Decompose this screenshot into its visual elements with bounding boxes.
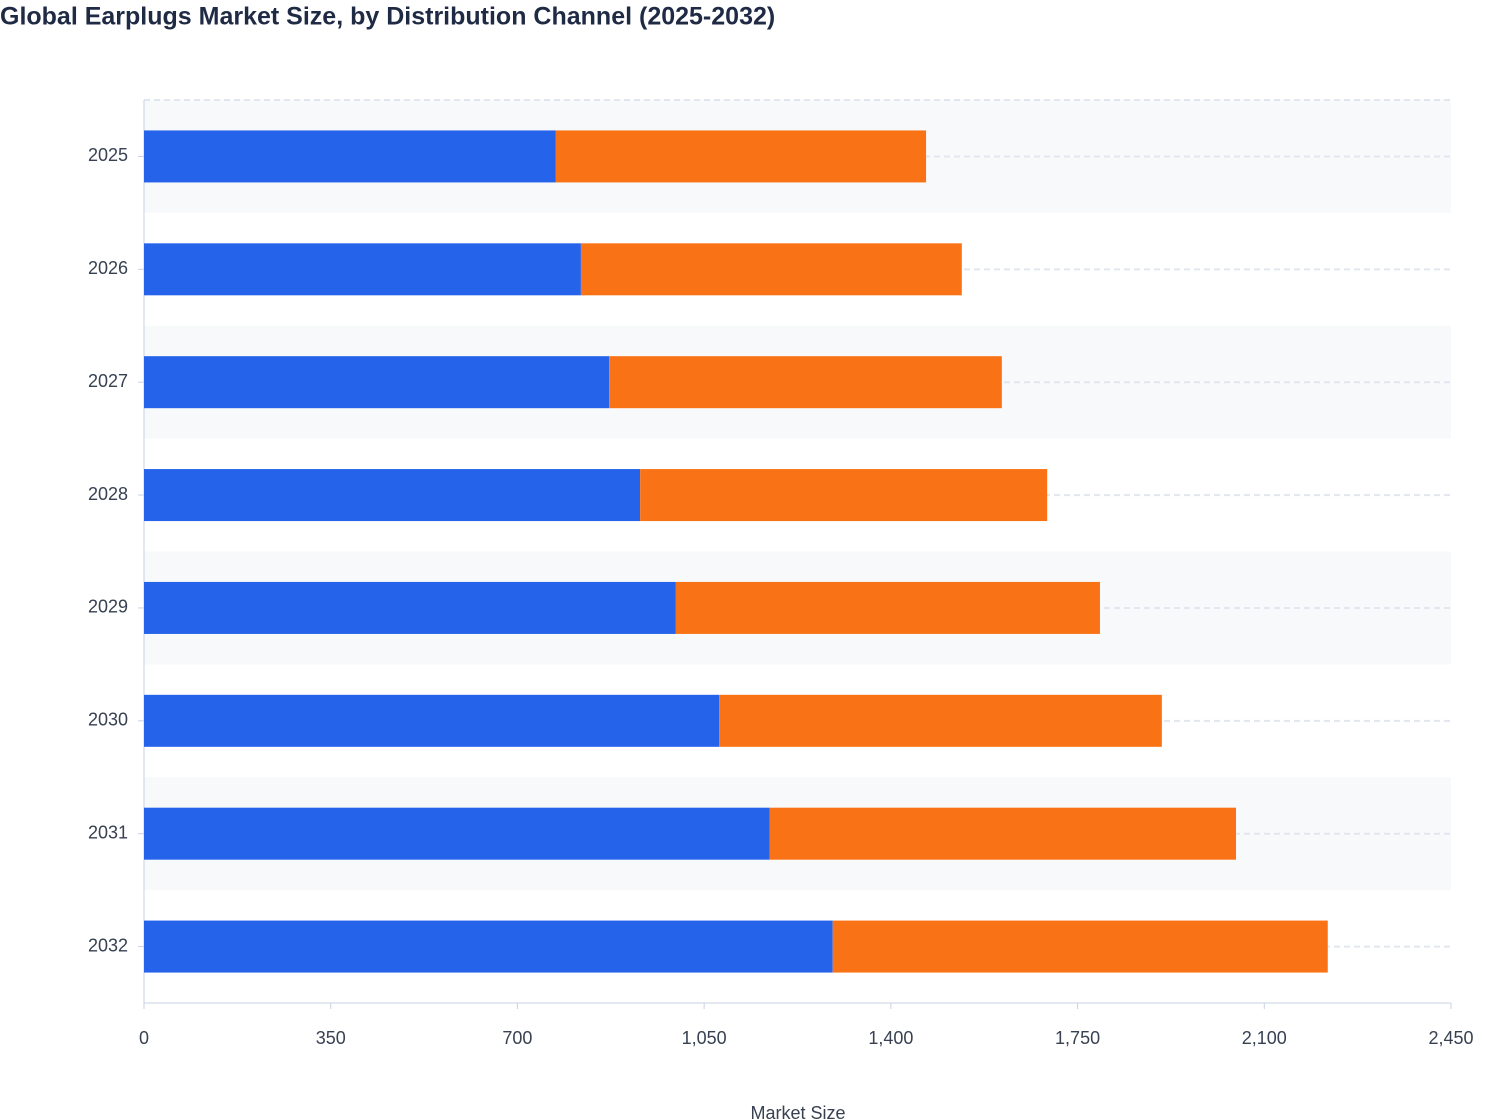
x-axis-title: Market Size: [750, 1103, 845, 1120]
bar-segment: [769, 807, 1237, 860]
bar-segment: [144, 243, 581, 296]
bar-segment: [832, 920, 1328, 973]
y-tick-label: 2027: [88, 371, 128, 391]
bar-segment: [144, 694, 720, 747]
bar-segment: [555, 130, 927, 183]
bar-segment: [144, 920, 833, 973]
bar-segment: [144, 581, 676, 634]
y-tick-label: 2026: [88, 258, 128, 278]
bar-segment: [144, 469, 641, 522]
x-tick-label: 700: [502, 1028, 532, 1048]
bar-segment: [609, 356, 1002, 409]
x-tick-label: 1,400: [868, 1028, 913, 1048]
x-tick-label: 350: [316, 1028, 346, 1048]
bar-segment: [144, 130, 556, 183]
bar-segment: [580, 243, 962, 296]
x-tick-label: 0: [139, 1028, 149, 1048]
bar-segment: [675, 581, 1100, 634]
bar-segment: [144, 356, 610, 409]
y-tick-label: 2029: [88, 597, 128, 617]
bar-segment: [719, 694, 1162, 747]
bar-segment: [640, 469, 1048, 522]
y-tick-label: 2028: [88, 484, 128, 504]
y-tick-label: 2030: [88, 710, 128, 730]
x-tick-label: 2,450: [1428, 1028, 1473, 1048]
chart-title: Global Earplugs Market Size, by Distribu…: [0, 3, 775, 31]
y-tick-label: 2025: [88, 145, 128, 165]
x-tick-label: 2,100: [1242, 1028, 1287, 1048]
y-tick-label: 2032: [88, 935, 128, 955]
x-tick-label: 1,750: [1055, 1028, 1100, 1048]
y-tick-label: 2031: [88, 822, 128, 842]
x-tick-label: 1,050: [682, 1028, 727, 1048]
bar-segment: [144, 807, 770, 860]
